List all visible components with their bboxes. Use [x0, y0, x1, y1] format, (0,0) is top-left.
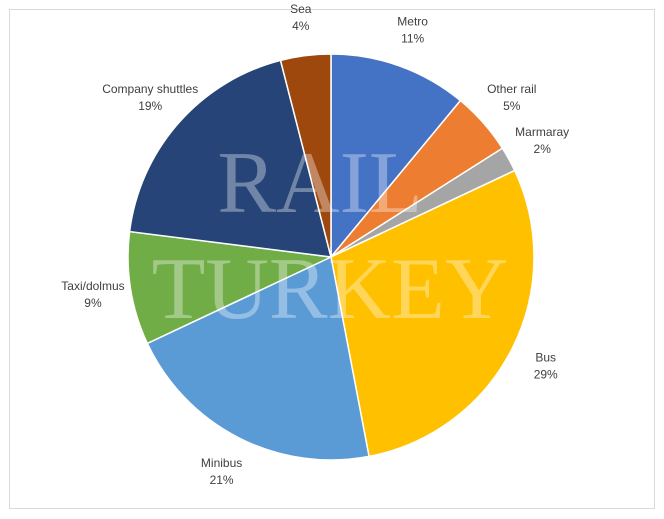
watermark: RAIL — [217, 135, 422, 232]
slice-value-label: 29% — [534, 368, 558, 382]
slice-value-label: 19% — [138, 99, 162, 113]
slice-value-label: 21% — [210, 473, 234, 487]
slice-label: Sea — [290, 2, 312, 16]
pie-slice — [128, 59, 333, 258]
slice-label: Metro — [397, 14, 428, 28]
pie-slice — [146, 255, 370, 461]
slice-label: Minibus — [201, 456, 242, 470]
slice-value-label: 9% — [84, 296, 102, 310]
slice-value-label: 11% — [401, 31, 424, 45]
slice-label: Other rail — [487, 82, 536, 96]
pie — [127, 53, 535, 461]
pie-slice — [279, 53, 332, 258]
pie-slice — [127, 230, 334, 345]
slice-label: Company shuttles — [102, 82, 198, 96]
slice-value-label: 4% — [292, 19, 310, 33]
pie-slice — [330, 53, 462, 260]
watermark: TURKEY — [152, 241, 509, 338]
slice-label: Bus — [535, 351, 556, 365]
slice-value-label: 2% — [534, 142, 552, 156]
pie-slice — [330, 169, 535, 458]
slice-value-label: 5% — [503, 99, 521, 113]
slice-label: Taxi/dolmus — [61, 279, 124, 293]
slice-label: Marmaray — [515, 125, 569, 139]
